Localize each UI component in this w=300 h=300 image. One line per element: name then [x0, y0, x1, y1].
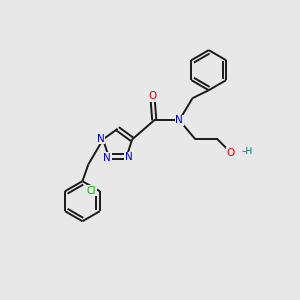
- Text: N: N: [125, 152, 133, 162]
- Text: N: N: [97, 134, 105, 144]
- Text: O: O: [149, 91, 157, 101]
- Text: –H: –H: [241, 147, 252, 156]
- Text: N: N: [176, 115, 183, 125]
- Text: N: N: [103, 153, 111, 163]
- Text: O: O: [227, 148, 235, 158]
- Text: Cl: Cl: [87, 186, 96, 196]
